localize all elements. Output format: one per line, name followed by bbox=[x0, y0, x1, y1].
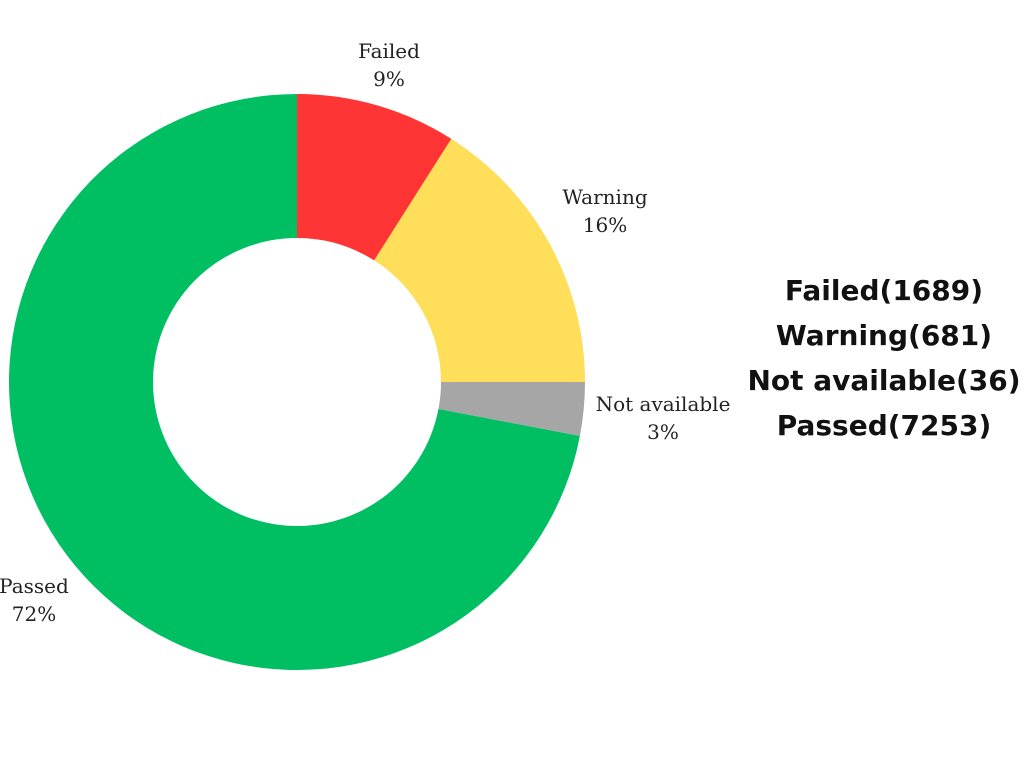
summary-failed: Failed(1689) bbox=[784, 274, 984, 307]
slice-failed bbox=[297, 94, 452, 261]
donut-slices bbox=[9, 94, 585, 671]
slice-warning bbox=[374, 138, 585, 382]
slice-value-failed: 9% bbox=[373, 67, 405, 91]
summary-counts: Failed(1689) Warning(681) Not available(… bbox=[744, 268, 1024, 448]
slice-not-available bbox=[438, 382, 585, 436]
summary-warning: Warning(681) bbox=[775, 319, 993, 352]
slice-value-passed: 72% bbox=[12, 602, 56, 626]
slice-label-warning: Warning bbox=[562, 185, 647, 209]
slice-label-passed: Passed bbox=[0, 574, 69, 598]
summary-not-available: Not available(36) bbox=[747, 364, 1021, 397]
slice-labels: Failed 9% Warning 16% Not available 3% Passed 7… bbox=[0, 39, 730, 626]
slice-passed bbox=[9, 94, 580, 671]
slice-label-not-available: Not available bbox=[596, 392, 731, 416]
summary-passed: Passed(7253) bbox=[776, 409, 992, 442]
slice-label-failed: Failed bbox=[358, 39, 420, 63]
slice-value-not-available: 3% bbox=[647, 420, 679, 444]
slice-value-warning: 16% bbox=[583, 213, 627, 237]
